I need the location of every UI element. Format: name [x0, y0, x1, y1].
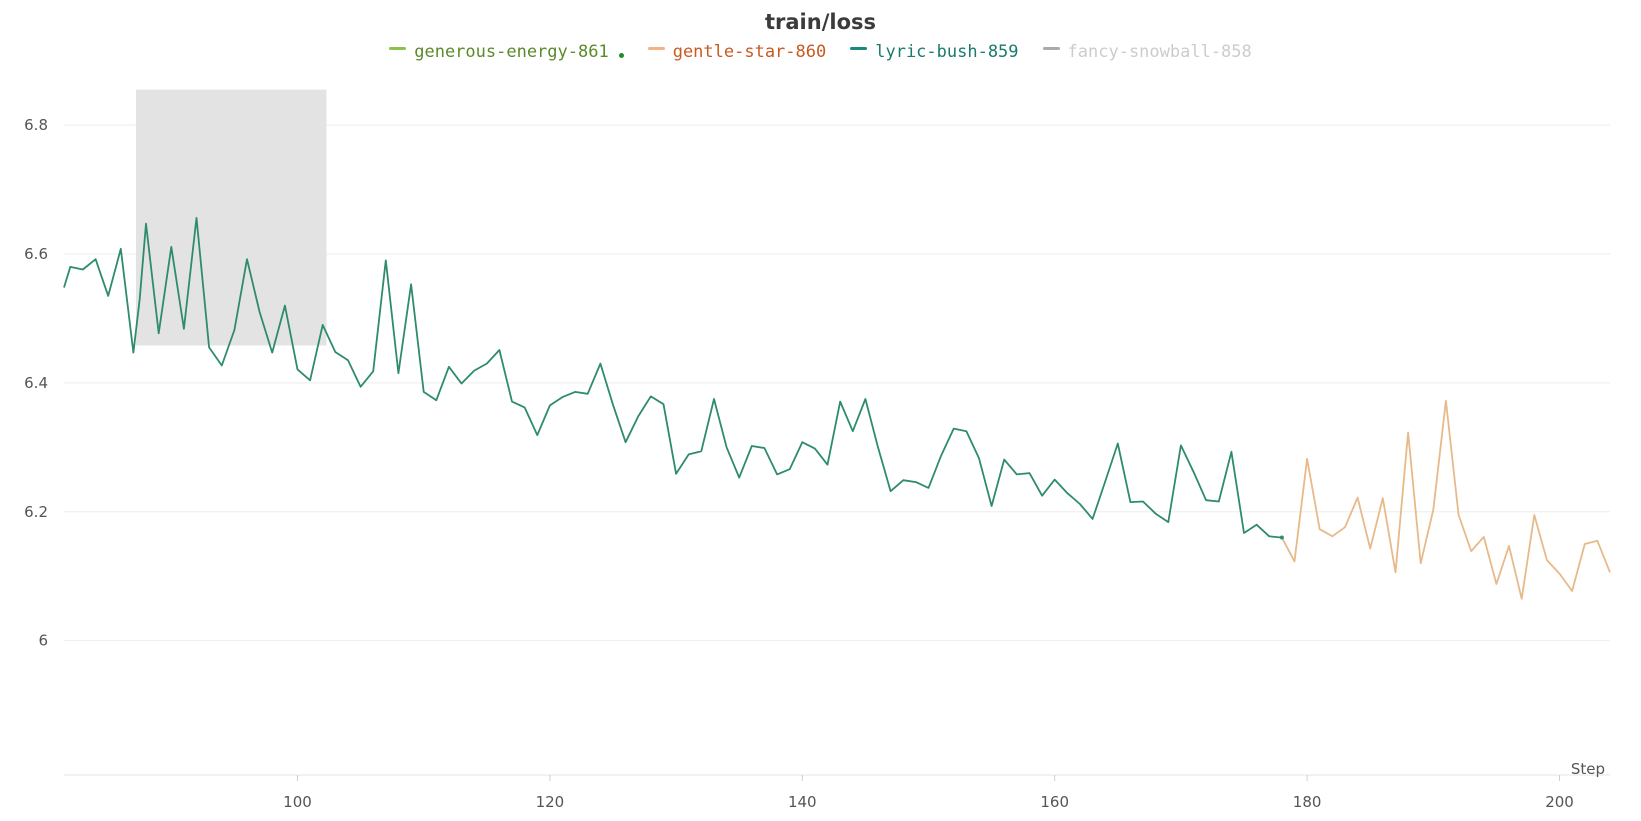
- x-tick-label: 160: [1040, 793, 1069, 811]
- x-tick-label: 100: [283, 793, 312, 811]
- x-tick-label: 140: [788, 793, 817, 811]
- series-layer: [63, 216, 1611, 600]
- y-tick-label: 6: [38, 632, 48, 650]
- y-tick-label: 6.2: [24, 503, 48, 521]
- x-tick-label: 120: [536, 793, 565, 811]
- active-run-dot-icon: [618, 52, 624, 58]
- highlight-region-layer: [135, 89, 327, 346]
- legend-label: fancy-snowball-858: [1067, 42, 1252, 62]
- legend-swatch: [850, 46, 868, 50]
- series-line-lyric-bush-859[interactable]: [63, 216, 1282, 539]
- y-tick-label: 6.6: [24, 245, 48, 263]
- zoom-selection-region[interactable]: [135, 89, 327, 346]
- x-tick-label: 200: [1545, 793, 1574, 811]
- legend-swatch: [1042, 46, 1060, 50]
- series-end-point: [1279, 535, 1284, 540]
- legend-label: lyric-bush-859: [875, 42, 1019, 62]
- legend-swatch: [647, 46, 665, 50]
- legend-label: generous-energy-861: [414, 42, 609, 62]
- legend-swatch: [389, 46, 407, 50]
- legend: generous-energy-861 gentle-star-860 lyri…: [0, 42, 1641, 62]
- legend-item-generous-energy-861[interactable]: generous-energy-861: [389, 42, 624, 62]
- y-tick-label: 6.8: [24, 116, 48, 134]
- y-tick-label: 6.4: [24, 374, 48, 392]
- series-line-gentle-star-860[interactable]: [1281, 399, 1611, 600]
- axis-layer: 6 6.2 6.4 6.6 6.8 100 120 140 160 180 200: [24, 116, 1610, 811]
- legend-label: gentle-star-860: [672, 42, 827, 62]
- legend-item-fancy-snowball-858[interactable]: fancy-snowball-858: [1042, 42, 1252, 62]
- legend-item-gentle-star-860[interactable]: gentle-star-860: [647, 42, 827, 62]
- legend-item-lyric-bush-859[interactable]: lyric-bush-859: [850, 42, 1019, 62]
- x-axis-label: Step: [1571, 760, 1605, 778]
- chart-title: train/loss: [764, 10, 876, 34]
- x-tick-label: 180: [1293, 793, 1322, 811]
